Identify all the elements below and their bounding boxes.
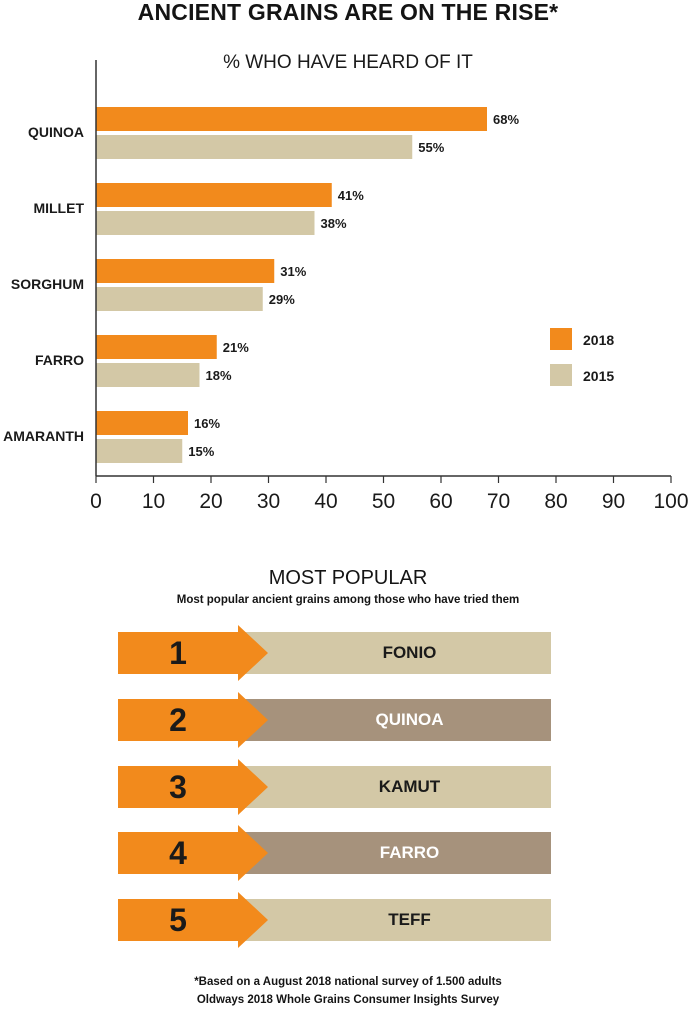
x-tick-label: 60 <box>429 490 452 513</box>
rank-number: 2 <box>169 702 187 738</box>
rank-bar <box>238 766 551 808</box>
bar-2018-millet <box>96 183 332 207</box>
legend-swatch-2015 <box>550 364 572 386</box>
popular-title: MOST POPULAR <box>268 567 428 589</box>
data-label: 55% <box>418 140 444 155</box>
data-label: 29% <box>269 292 295 307</box>
bar-2018-sorghum <box>96 259 275 283</box>
data-label: 68% <box>493 112 519 127</box>
rank-grain-name: QUINOA <box>375 710 444 729</box>
x-tick-label: 90 <box>602 490 625 513</box>
bar-2015-farro <box>96 363 200 387</box>
legend-label: 2015 <box>583 368 614 384</box>
category-label: QUINOA <box>28 124 84 140</box>
rank-arrow-icon <box>118 825 268 881</box>
x-tick-label: 0 <box>90 490 102 513</box>
legend-label: 2018 <box>583 332 614 348</box>
category-label: MILLET <box>33 200 84 216</box>
bar-2015-amaranth <box>96 439 183 463</box>
data-label: 31% <box>280 264 306 279</box>
rank-arrow-icon <box>118 692 268 748</box>
rank-bar <box>238 699 551 741</box>
rank-arrow-icon <box>118 625 268 681</box>
bar-2018-quinoa <box>96 107 487 131</box>
chart-title: % WHO HAVE HEARD OF IT <box>223 52 473 73</box>
data-label: 16% <box>194 416 220 431</box>
x-tick-label: 10 <box>142 490 165 513</box>
legend-swatch-2018 <box>550 328 572 350</box>
rank-arrow-icon <box>118 892 268 948</box>
data-label: 21% <box>223 340 249 355</box>
rank-number: 1 <box>169 635 187 671</box>
rank-number: 4 <box>169 835 187 871</box>
rank-item: 5 TEFF <box>118 892 551 948</box>
x-tick-label: 20 <box>199 490 222 513</box>
bar-chart: % WHO HAVE HEARD OF IT QUINOA 68% 55% MILLET… <box>3 52 688 513</box>
rank-number: 5 <box>169 902 187 938</box>
x-tick-label: 70 <box>487 490 510 513</box>
rank-bar <box>238 832 551 874</box>
rank-item: 3 KAMUT <box>118 759 551 815</box>
x-tick-label: 80 <box>544 490 567 513</box>
data-label: 15% <box>188 444 214 459</box>
category-label: SORGHUM <box>11 276 84 292</box>
data-label: 41% <box>338 188 364 203</box>
rank-bar <box>238 632 551 674</box>
x-tick-label: 40 <box>314 490 337 513</box>
bar-2015-quinoa <box>96 135 413 159</box>
rank-arrow-icon <box>118 759 268 815</box>
rank-grain-name: KAMUT <box>378 777 441 796</box>
bar-2018-farro <box>96 335 217 359</box>
x-tick-label: 30 <box>257 490 280 513</box>
x-tick-label: 50 <box>372 490 395 513</box>
popular-subtitle: Most popular ancient grains among those … <box>176 594 520 606</box>
rank-grain-name: FONIO <box>382 643 437 662</box>
x-tick-label: 100 <box>653 490 688 513</box>
bar-2015-millet <box>96 211 315 235</box>
bar-2018-amaranth <box>96 411 188 435</box>
source-note: Oldways 2018 Whole Grains Consumer Insig… <box>196 994 500 1006</box>
rank-bar <box>238 899 551 941</box>
bar-2015-sorghum <box>96 287 263 311</box>
rank-grain-name: FARRO <box>379 843 440 862</box>
rank-grain-name: TEFF <box>388 910 431 929</box>
page-title: ANCIENT GRAINS ARE ON THE RISE* <box>137 0 559 25</box>
category-label: AMARANTH <box>3 428 84 444</box>
rank-item: 1 FONIO <box>118 625 551 681</box>
rank-number: 3 <box>169 769 187 805</box>
data-label: 38% <box>321 216 347 231</box>
rank-item: 4 FARRO <box>118 825 551 881</box>
category-label: FARRO <box>35 352 84 368</box>
data-label: 18% <box>206 368 232 383</box>
footnote: *Based on a August 2018 national survey … <box>194 976 502 988</box>
rank-item: 2 QUINOA <box>118 692 551 748</box>
